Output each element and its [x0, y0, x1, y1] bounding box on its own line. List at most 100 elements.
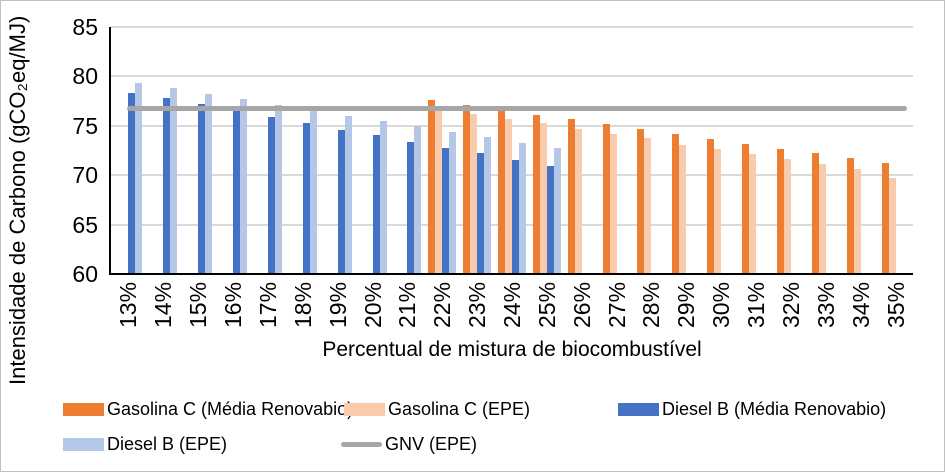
bar	[505, 118, 512, 274]
legend-color-swatch	[344, 402, 385, 416]
x-tick-label: 15%	[185, 281, 212, 328]
legend-item: Diesel B (EPE)	[63, 434, 227, 454]
y-tick-label: 80	[72, 63, 98, 90]
bar	[233, 109, 241, 274]
y-tick-label: 85	[72, 14, 98, 40]
x-tick-label: 21%	[394, 281, 421, 328]
x-tick-label: 35%	[882, 281, 909, 328]
bar	[532, 114, 540, 274]
bar	[379, 120, 387, 274]
bar	[337, 129, 345, 274]
y-tick-label: 65	[72, 211, 98, 238]
bar	[274, 105, 282, 274]
legend-label: GNV (EPE)	[385, 433, 478, 454]
y-tick-label: 70	[72, 162, 98, 189]
x-tick-label: 20%	[359, 281, 386, 328]
bar	[372, 134, 380, 274]
bar	[672, 133, 680, 274]
x-tick-label: 30%	[708, 281, 735, 328]
y-axis-title: Intensidade de Carbono (gCO₂eq/MJ)	[5, 15, 30, 385]
bar	[546, 166, 554, 274]
legend-label: Gasolina C (EPE)	[388, 398, 531, 419]
x-tick-label: 28%	[638, 281, 665, 328]
bar	[742, 143, 750, 274]
bar	[853, 169, 861, 274]
bar	[344, 115, 352, 274]
bar	[679, 144, 687, 274]
bar	[484, 136, 492, 274]
bar	[602, 123, 610, 274]
x-axis-title: Percentual de mistura de biocombustível	[322, 338, 702, 361]
bar	[135, 83, 143, 274]
legend-line-swatch	[341, 441, 382, 447]
bar	[818, 164, 826, 274]
bar	[811, 153, 819, 274]
x-tick-label: 27%	[603, 281, 630, 328]
x-tick-label: 25%	[533, 281, 560, 328]
bar	[783, 159, 791, 274]
x-tick-label: 32%	[777, 281, 804, 328]
x-tick-label: 17%	[254, 281, 281, 328]
bar	[881, 163, 889, 274]
bar	[707, 138, 715, 274]
bar	[442, 147, 450, 274]
x-tick-label: 13%	[115, 281, 142, 328]
bar	[470, 113, 478, 274]
bar	[463, 105, 471, 274]
bar	[846, 158, 854, 274]
y-tick-label: 75	[72, 112, 98, 139]
x-tick-label: 31%	[743, 281, 770, 328]
x-axis-line	[109, 273, 913, 275]
x-tick-label: 16%	[220, 281, 247, 328]
bar	[128, 93, 136, 274]
bar	[888, 178, 896, 274]
x-tick-label: 23%	[464, 281, 491, 328]
bar	[519, 142, 526, 274]
bar	[414, 125, 422, 274]
legend-item: GNV (EPE)	[341, 434, 477, 454]
legend-color-swatch	[618, 402, 659, 416]
x-tick-label: 19%	[324, 281, 351, 328]
bar	[637, 128, 645, 274]
bar	[574, 128, 582, 274]
legend-label: Diesel B (EPE)	[107, 433, 228, 454]
y-tick-label: 60	[72, 261, 98, 287]
y-gridline	[111, 124, 913, 127]
bar	[539, 122, 547, 274]
x-tick-label: 33%	[812, 281, 839, 328]
bar	[302, 122, 310, 274]
bar	[435, 110, 443, 274]
legend-label: Gasolina C (Média Renovabio)	[107, 398, 354, 419]
legend-color-swatch	[63, 402, 104, 416]
bar	[776, 148, 784, 274]
bar	[609, 133, 617, 274]
bar	[267, 116, 275, 274]
x-tick-label: 14%	[150, 281, 177, 328]
legend-item: Diesel B (Média Renovabio)	[618, 399, 886, 419]
bar	[749, 154, 757, 274]
bar	[553, 147, 561, 274]
bar	[198, 104, 206, 274]
x-tick-label: 24%	[499, 281, 525, 328]
y-gridline	[111, 75, 913, 78]
bar	[163, 98, 171, 274]
bar	[498, 109, 505, 274]
y-gridline	[111, 26, 913, 28]
x-tick-label: 22%	[429, 281, 456, 328]
bar	[477, 153, 485, 274]
bar	[567, 118, 575, 274]
bar	[407, 141, 415, 274]
legend-item: Gasolina C (EPE)	[344, 399, 530, 419]
x-tick-label: 34%	[847, 281, 874, 328]
legend-color-swatch	[63, 437, 104, 451]
bar	[512, 160, 519, 274]
legend-label: Diesel B (Média Renovabio)	[662, 398, 887, 419]
legend-item: Gasolina C (Média Renovabio)	[63, 399, 353, 419]
bar	[428, 100, 436, 274]
gnv-line	[127, 105, 907, 111]
x-tick-label: 26%	[568, 281, 595, 328]
bar	[205, 94, 213, 274]
bar	[170, 88, 178, 274]
x-tick-label: 29%	[673, 281, 700, 328]
